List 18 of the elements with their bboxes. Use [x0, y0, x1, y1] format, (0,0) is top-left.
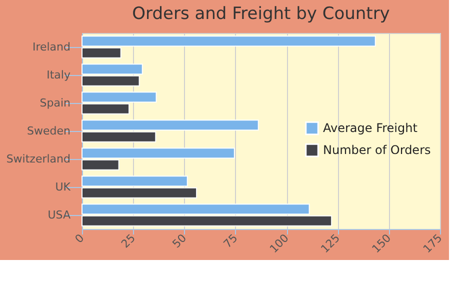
- y-tick-label: UK: [55, 180, 72, 194]
- y-tick-label: Ireland: [32, 40, 70, 54]
- y-tick-label: Sweden: [27, 124, 71, 138]
- x-tick-label: 100: [267, 232, 292, 256]
- x-tick-label: 150: [370, 232, 394, 256]
- x-tick-label: 0: [72, 232, 87, 246]
- legend-label: Number of Orders: [323, 143, 431, 158]
- chart-title: Orders and Freight by Country: [132, 4, 390, 24]
- x-tick-label: 75: [221, 232, 240, 251]
- y-tick-label: Spain: [40, 96, 71, 110]
- x-tick-label: 50: [170, 232, 190, 251]
- legend-label: Average Freight: [323, 121, 418, 136]
- x-tick-label: 125: [318, 232, 342, 256]
- x-tick-label: 175: [420, 232, 445, 256]
- y-tick-label: Italy: [46, 68, 71, 82]
- y-tick-label: USA: [48, 208, 71, 222]
- x-tick-label: 25: [118, 232, 138, 251]
- y-tick-label: Switzerland: [6, 152, 70, 166]
